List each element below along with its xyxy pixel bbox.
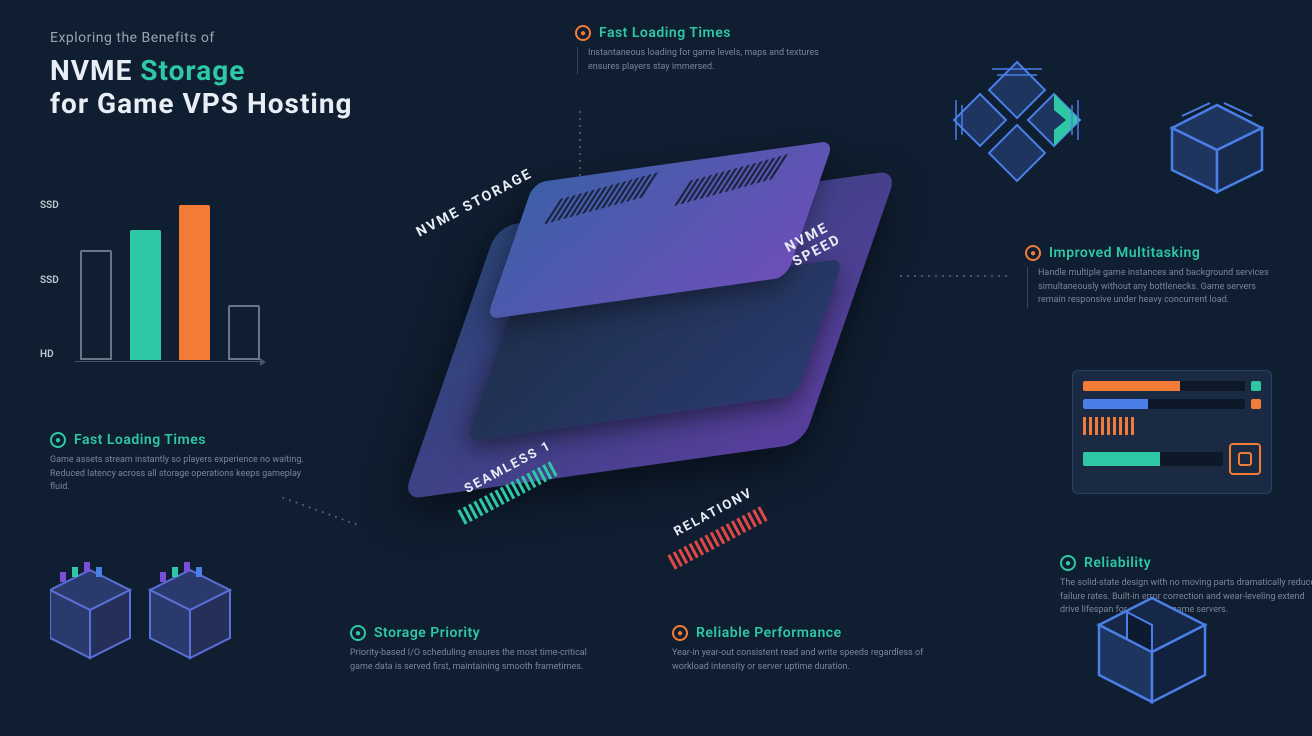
dashboard-tick-strip <box>1083 417 1261 435</box>
chart-bar <box>80 250 112 360</box>
chart-bars <box>80 200 260 360</box>
feature-header: ● Reliable Performance <box>672 625 932 641</box>
nvme-device-illustration: NVME STORAGE NVME SPEED SEAMLESS 1 RELAT… <box>430 165 870 525</box>
chart-label-0: SSD <box>40 200 59 211</box>
speed-comparison-chart: SSD SSD HD <box>40 200 260 400</box>
title-block: Exploring the Benefits of NVME Storage f… <box>50 30 353 120</box>
connector-dots-bl <box>282 497 357 526</box>
feature-title: Improved Multitasking <box>1049 245 1200 261</box>
feature-bullet-icon: ● <box>1060 555 1076 571</box>
feature-body: Handle multiple game instances and backg… <box>1027 267 1285 308</box>
chart-bar <box>179 205 210 360</box>
dashboard-bottom-meter <box>1083 452 1223 466</box>
feature-body: Instantaneous loading for game levels, m… <box>577 47 835 74</box>
feature-title: Fast Loading Times <box>599 25 731 41</box>
feature-bullet-icon: ● <box>50 432 66 448</box>
open-box-icon <box>1087 590 1217 710</box>
feature-header: ● Reliability <box>1060 555 1312 571</box>
feature-title: Reliable Performance <box>696 625 842 641</box>
feature-title: Storage Priority <box>374 625 480 641</box>
feature-header: ● Improved Multitasking <box>1025 245 1285 261</box>
title-line2: for Game VPS Hosting <box>50 87 353 120</box>
connector-dots-right <box>900 275 1007 277</box>
feature-reliable-performance: ● Reliable Performance Year-in year-out co… <box>672 625 932 674</box>
feature-header: ● Storage Priority <box>350 625 610 641</box>
title-overline: Exploring the Benefits of <box>50 30 353 46</box>
connector-dots-top <box>579 111 581 176</box>
dashboard-meter <box>1083 381 1245 391</box>
data-cluster-icon <box>942 45 1092 195</box>
title-line1: NVME Storage <box>50 54 353 87</box>
chart-label-1: SSD <box>40 275 59 286</box>
feature-fast-loading-left: ● Fast Loading Times Game assets stream in… <box>50 432 310 495</box>
server-cubes-icon <box>50 560 250 670</box>
feature-body: Priority-based I/O scheduling ensures th… <box>350 647 610 674</box>
chart-bar <box>130 230 161 360</box>
feature-storage-priority: ● Storage Priority Priority-based I/O sche… <box>350 625 610 674</box>
feature-body: Year-in year-out consistent read and wri… <box>672 647 932 674</box>
title-line1-pre: NVME <box>50 54 140 87</box>
dashboard-status-icon <box>1229 443 1261 475</box>
storage-box-icon <box>1162 100 1272 200</box>
chart-y-labels: SSD SSD HD <box>40 200 59 360</box>
dashboard-meter <box>1083 399 1245 409</box>
chart-label-2: HD <box>40 349 59 360</box>
feature-body: Game assets stream instantly so players … <box>50 454 310 495</box>
chart-x-axis <box>75 361 260 362</box>
title-line1-accent: Storage <box>140 54 245 87</box>
device-vents-top-1 <box>544 172 658 224</box>
dashboard-bottom-row <box>1083 443 1261 475</box>
feature-header: ● Fast Loading Times <box>50 432 310 448</box>
feature-fast-loading-top: ● Fast Loading Times Instantaneous loading… <box>575 25 835 74</box>
feature-bullet-icon: ● <box>575 25 591 41</box>
feature-bullet-icon: ● <box>1025 245 1041 261</box>
device-vents-top-2 <box>674 154 788 206</box>
feature-bullet-icon: ● <box>672 625 688 641</box>
feature-bullet-icon: ● <box>350 625 366 641</box>
chart-bar <box>228 305 260 360</box>
feature-multitasking: ● Improved Multitasking Handle multiple ga… <box>1025 245 1285 308</box>
performance-dashboard-panel <box>1072 370 1272 494</box>
dashboard-indicator-icon <box>1251 381 1261 391</box>
feature-title: Fast Loading Times <box>74 432 206 448</box>
feature-title: Reliability <box>1084 555 1151 571</box>
dashboard-meter-row <box>1083 399 1261 409</box>
feature-header: ● Fast Loading Times <box>575 25 835 41</box>
dashboard-indicator-icon <box>1251 399 1261 409</box>
dashboard-meter-row <box>1083 381 1261 391</box>
